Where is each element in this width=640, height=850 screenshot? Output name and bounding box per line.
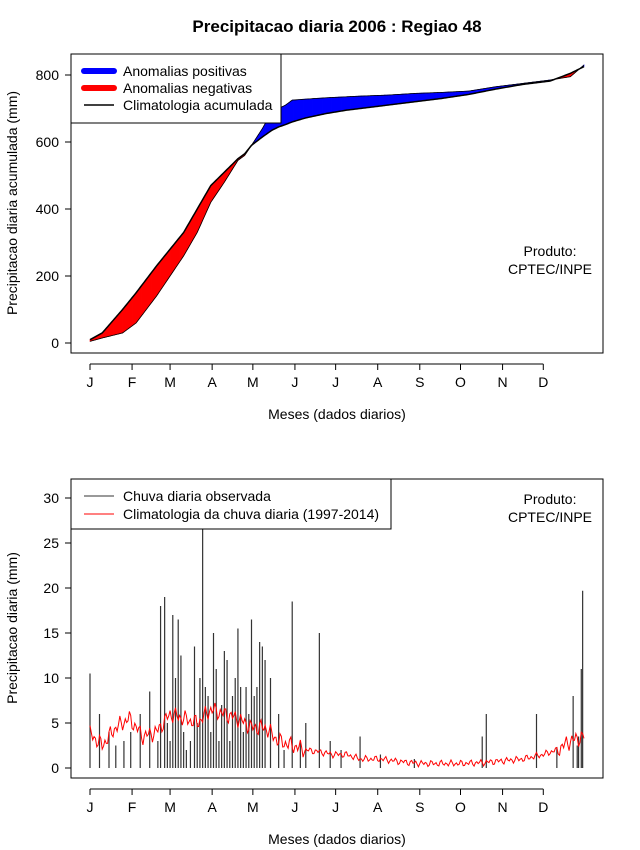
legend-label-climatology: Climatologia acumulada	[123, 97, 273, 113]
x-axis-label-top: Meses (dados diarios)	[268, 406, 406, 422]
y-tick-label: 600	[36, 134, 60, 150]
y-tick-label: 30	[43, 490, 59, 506]
daily-panel: 0 5 10 15 20 25 30 J F M A M J J A S O N D Precipitacao d…	[4, 478, 604, 847]
y-tick-label: 0	[51, 335, 59, 351]
y-tick-label: 20	[43, 580, 59, 596]
y-tick-label: 15	[43, 625, 59, 641]
legend-top: Anomalias positivas Anomalias negativas …	[70, 53, 282, 124]
x-tick-label: J	[332, 799, 339, 815]
observed-daily-bars	[89, 525, 584, 768]
x-tick-label: N	[498, 799, 508, 815]
x-tick-label: D	[538, 799, 548, 815]
x-tick-label: J	[332, 374, 339, 390]
product-label-line1-bottom: Produto:	[524, 491, 577, 507]
legend-bottom: Chuva diaria observada Climatologia da c…	[70, 478, 392, 530]
x-tick-label: J	[291, 799, 298, 815]
y-axis-label-bottom: Precipitacao diaria (mm)	[4, 552, 20, 704]
chart-title: Precipitacao diaria 2006 : Regiao 48	[192, 17, 481, 36]
y-tick-label: 5	[51, 715, 59, 731]
x-tick-label: A	[373, 374, 383, 390]
x-tick-label: A	[207, 799, 217, 815]
x-tick-label: O	[455, 374, 466, 390]
y-tick-label: 0	[51, 760, 59, 776]
x-tick-label: A	[207, 374, 217, 390]
climatology-daily-line	[89, 702, 585, 768]
anomaly-areas	[89, 64, 585, 342]
x-tick-label: N	[498, 374, 508, 390]
x-tick-label: M	[247, 374, 259, 390]
x-tick-label: S	[415, 374, 424, 390]
climatology-cumulative-line	[89, 65, 585, 341]
x-tick-label: J	[87, 374, 94, 390]
y-tick-label: 200	[36, 268, 60, 284]
y-axis-label-top: Precipitacao diaria acumulada (mm)	[4, 91, 20, 315]
legend-label-observed: Chuva diaria observada	[123, 488, 271, 504]
x-tick-label: F	[128, 799, 137, 815]
legend-box-bottom	[70, 478, 392, 530]
x-tick-label: J	[87, 799, 94, 815]
product-label-line2: CPTEC/INPE	[508, 261, 592, 277]
legend-label-negative: Anomalias negativas	[123, 80, 252, 96]
x-tick-label: J	[291, 374, 298, 390]
y-axis-top: 0 200 400 600 800	[36, 67, 72, 351]
x-tick-label: D	[538, 374, 548, 390]
x-tick-label: F	[128, 374, 137, 390]
product-label-line1: Produto:	[524, 243, 577, 259]
legend-label-positive: Anomalias positivas	[123, 63, 247, 79]
x-tick-label: A	[373, 799, 383, 815]
y-axis-bottom: 0 5 10 15 20 25 30	[43, 490, 72, 776]
observed-cumulative-outline	[89, 64, 585, 342]
cumulative-panel: 0 200 400 600 800 J F M A M J J A S O N D Precipitacao …	[4, 53, 604, 422]
x-tick-label: M	[247, 799, 259, 815]
x-axis-label-bottom: Meses (dados diarios)	[268, 831, 406, 847]
x-tick-label: M	[164, 374, 176, 390]
product-label-line2-bottom: CPTEC/INPE	[508, 509, 592, 525]
y-tick-label: 400	[36, 201, 60, 217]
x-tick-label: S	[415, 799, 424, 815]
legend-label-climatology-daily: Climatologia da chuva diaria (1997-2014)	[123, 506, 379, 522]
x-tick-label: O	[455, 799, 466, 815]
y-tick-label: 25	[43, 535, 59, 551]
y-tick-label: 800	[36, 67, 60, 83]
y-tick-label: 10	[43, 670, 59, 686]
x-tick-label: M	[164, 799, 176, 815]
